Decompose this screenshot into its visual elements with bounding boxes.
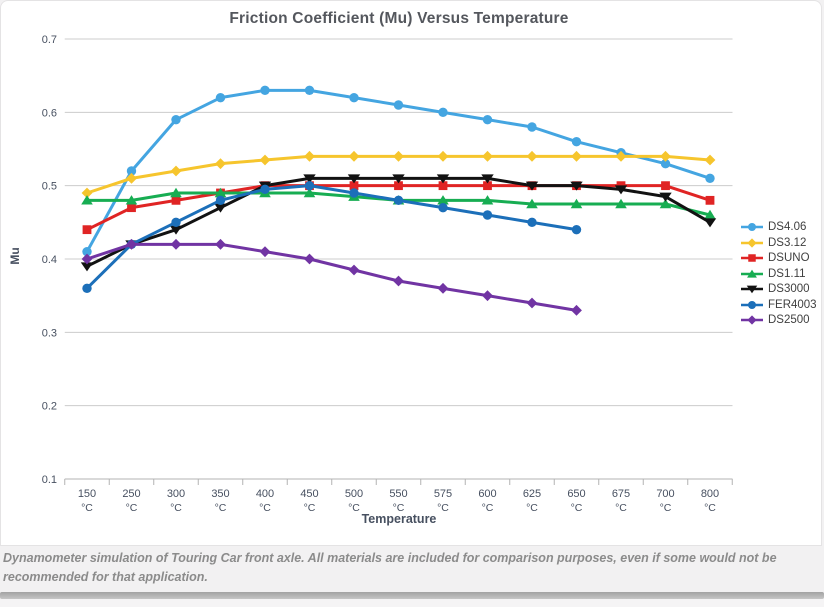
svg-text:450: 450 <box>300 488 318 500</box>
series-DS3000 <box>80 174 717 272</box>
legend-label: DS3.12 <box>768 236 807 249</box>
legend-label: DS2500 <box>768 314 810 327</box>
legend-marker-icon <box>741 285 763 294</box>
series-DS2500 <box>81 238 582 316</box>
svg-text:°C: °C <box>526 502 538 514</box>
legend-marker-icon <box>741 269 763 278</box>
svg-text:300: 300 <box>167 488 185 500</box>
legend-marker-icon <box>741 238 763 248</box>
svg-text:625: 625 <box>523 488 541 500</box>
svg-text:0.1: 0.1 <box>42 474 57 486</box>
legend-item-DS1.11[interactable]: DS1.11 <box>740 268 817 281</box>
bottom-background <box>0 599 824 607</box>
svg-text:°C: °C <box>482 502 494 514</box>
bottom-divider-bar <box>0 592 824 599</box>
legend-label: DS3000 <box>768 283 810 296</box>
svg-text:°C: °C <box>259 502 271 514</box>
legend-item-DS2500[interactable]: DS2500 <box>740 314 817 327</box>
legend-marker-icon <box>741 254 763 262</box>
legend-marker-icon <box>741 223 763 232</box>
svg-text:0.7: 0.7 <box>42 34 57 46</box>
legend-marker-icon <box>741 300 763 309</box>
x-axis: 150 °C 250 °C 300 °C 350 °C 400 °C 450 °C 500 °C 550 °C… <box>64 479 733 514</box>
svg-text:°C: °C <box>126 502 138 514</box>
legend-marker-icon <box>741 315 763 325</box>
legend-label: DS1.11 <box>768 267 806 280</box>
svg-text:350: 350 <box>211 488 229 500</box>
legend-label: DSUNO <box>768 252 810 265</box>
svg-text:0.4: 0.4 <box>42 254 57 266</box>
svg-text:°C: °C <box>393 502 405 514</box>
legend-label: FER4003 <box>768 298 817 311</box>
svg-text:675: 675 <box>612 488 630 500</box>
svg-text:0.2: 0.2 <box>42 401 57 413</box>
svg-text:0.5: 0.5 <box>42 181 57 193</box>
legend-item-DS3000[interactable]: DS3000 <box>740 283 817 296</box>
svg-text:250: 250 <box>122 488 140 500</box>
svg-text:800: 800 <box>701 488 719 500</box>
svg-text:575: 575 <box>434 488 452 500</box>
svg-text:0.3: 0.3 <box>42 327 57 339</box>
chart-canvas: 0.7 0.6 0.5 0.4 0.3 0.2 0.1 150 °C 250 °C 300 °C 350 °… <box>42 34 733 514</box>
svg-text:700: 700 <box>656 488 674 500</box>
svg-text:150: 150 <box>78 488 96 500</box>
page-title: Friction Coefficient (Mu) Versus Tempera… <box>229 10 569 27</box>
legend-item-DSUNO[interactable]: DSUNO <box>740 252 817 265</box>
gridlines: 0.7 0.6 0.5 0.4 0.3 0.2 0.1 <box>42 34 733 486</box>
svg-text:650: 650 <box>567 488 585 500</box>
legend: DS4.06 DS3.12 DSUNO DS1.11 DS3000 FER4003 DS25… <box>740 221 817 327</box>
svg-text:°C: °C <box>170 502 182 514</box>
legend-item-FER4003[interactable]: FER4003 <box>740 299 817 312</box>
svg-text:600: 600 <box>478 488 496 500</box>
svg-text:0.6: 0.6 <box>42 107 57 119</box>
x-axis-title: Temperature <box>361 512 437 526</box>
svg-text:°C: °C <box>571 502 583 514</box>
svg-text:°C: °C <box>348 502 360 514</box>
chart-card: Friction Coefficient (Mu) Versus Tempera… <box>0 0 822 546</box>
series-DS3.12 <box>81 150 716 199</box>
svg-text:°C: °C <box>304 502 316 514</box>
legend-item-DS3.12[interactable]: DS3.12 <box>740 237 817 250</box>
svg-text:°C: °C <box>615 502 627 514</box>
legend-item-DS4.06[interactable]: DS4.06 <box>740 221 817 234</box>
legend-label: DS4.06 <box>768 221 807 234</box>
svg-text:°C: °C <box>660 502 672 514</box>
svg-text:°C: °C <box>215 502 227 514</box>
svg-text:°C: °C <box>437 502 449 514</box>
svg-text:400: 400 <box>256 488 274 500</box>
svg-text:°C: °C <box>704 502 716 514</box>
svg-text:550: 550 <box>389 488 407 500</box>
y-axis-title: Mu <box>8 247 22 265</box>
svg-text:°C: °C <box>81 502 93 514</box>
chart-caption: Dynamometer simulation of Touring Car fr… <box>3 551 777 585</box>
svg-text:500: 500 <box>345 488 363 500</box>
